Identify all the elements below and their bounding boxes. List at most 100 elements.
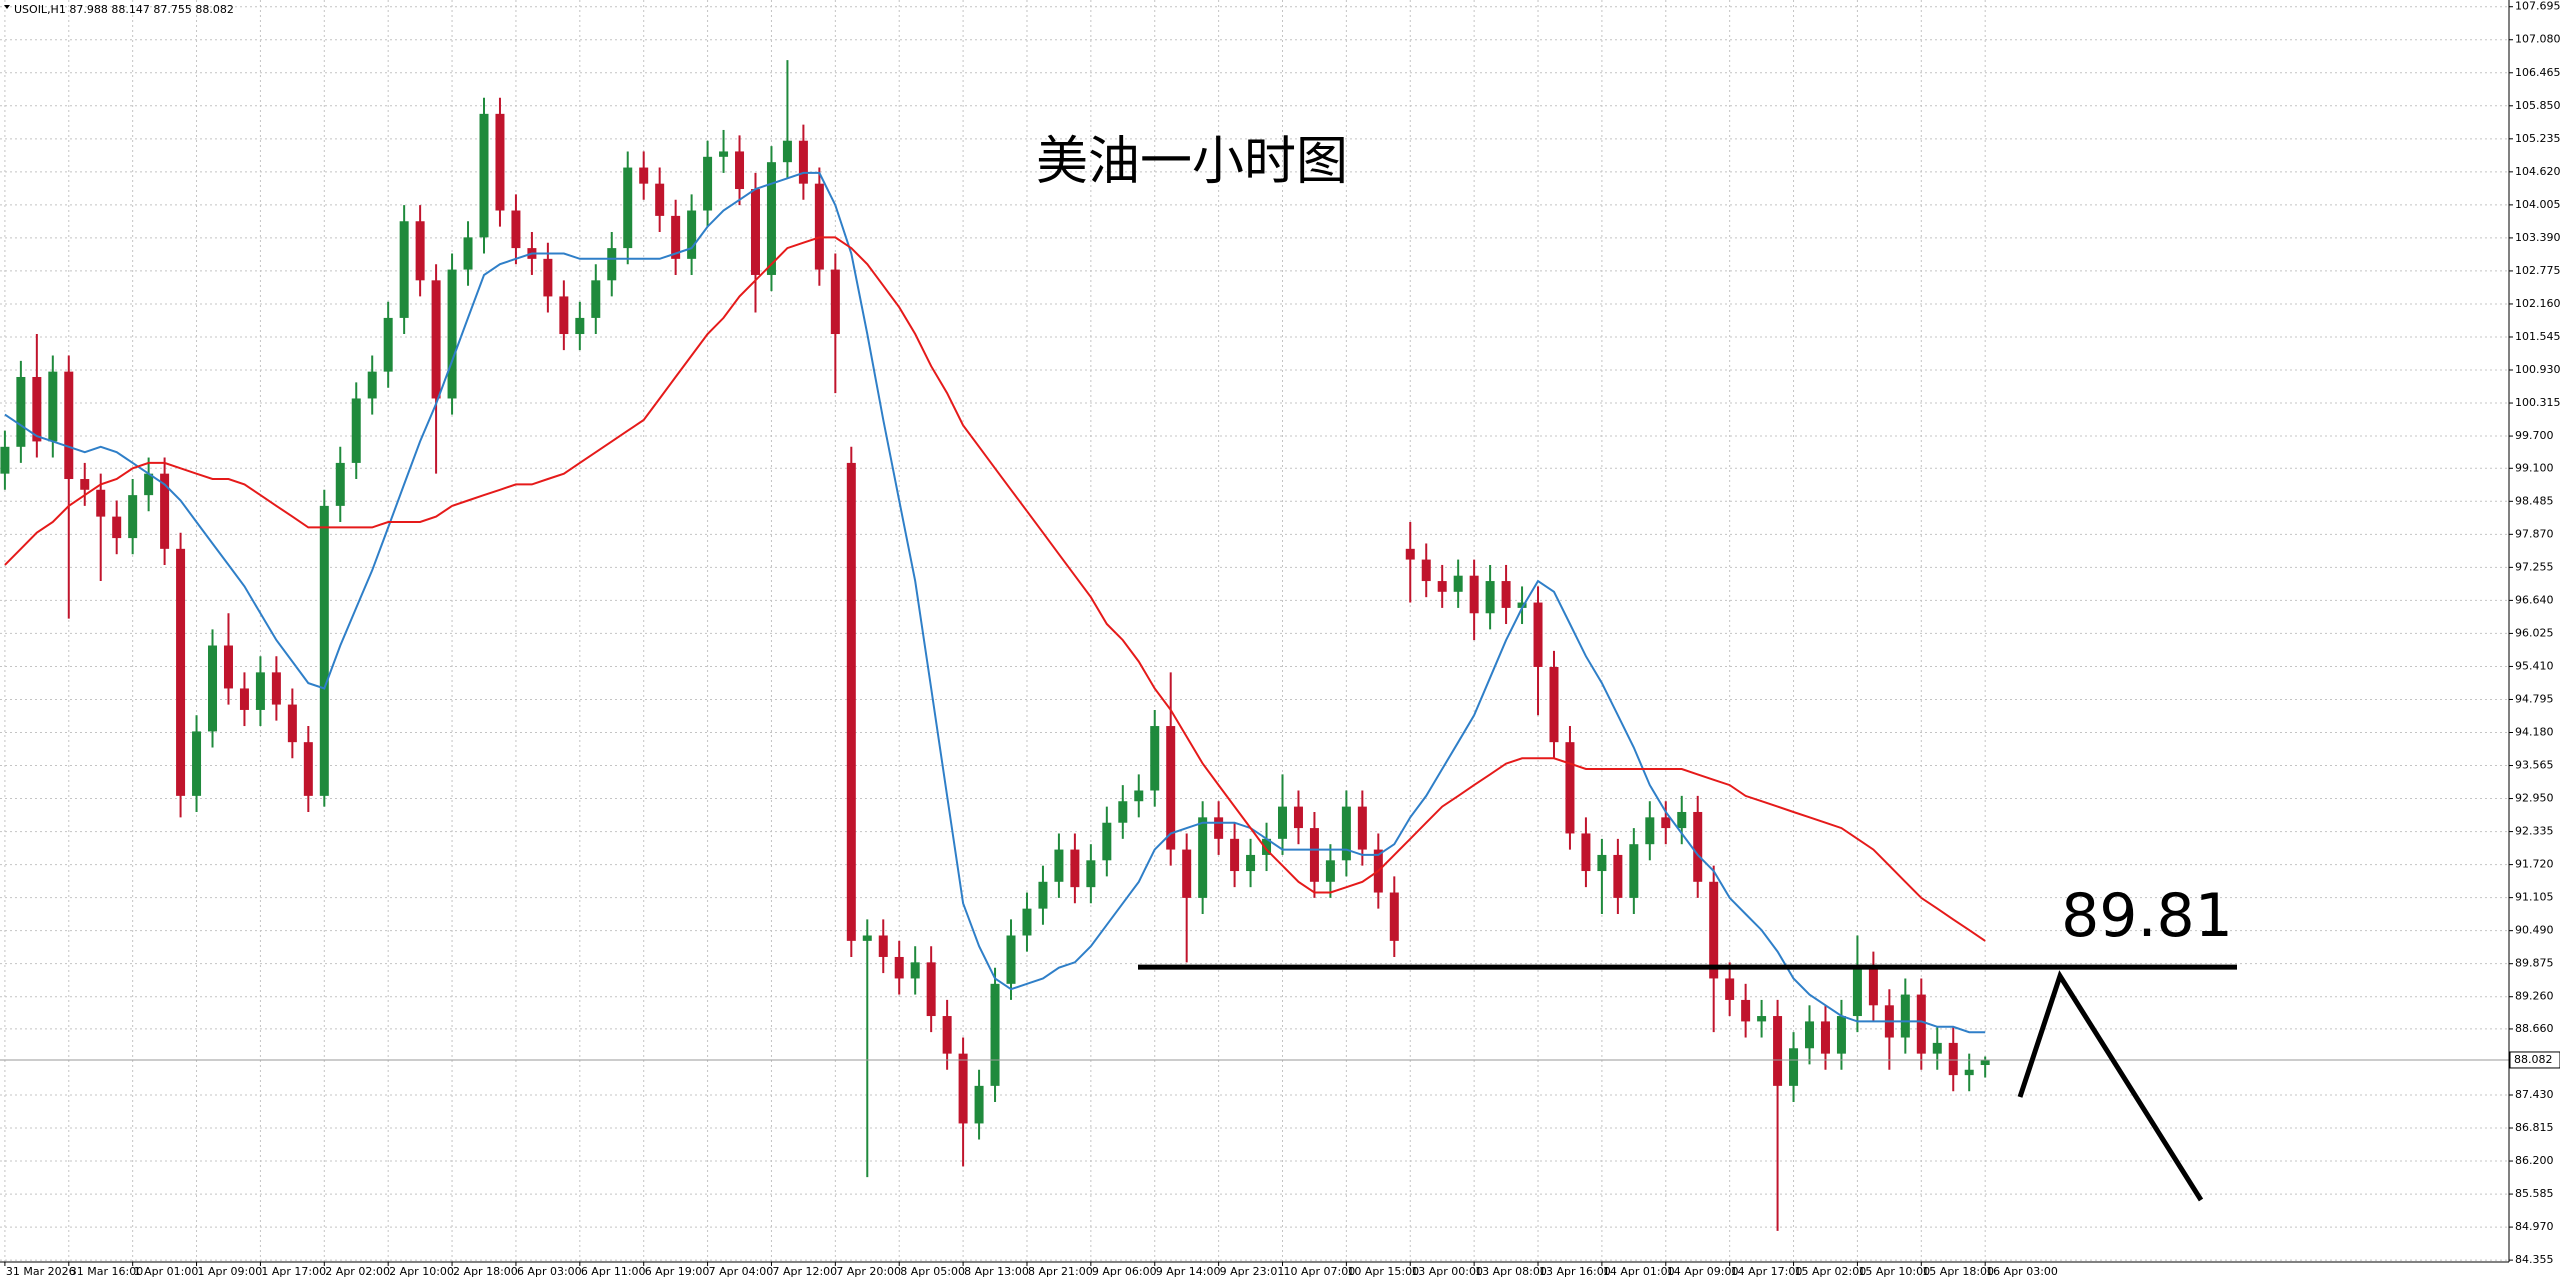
y-tick-label: 94.795: [2515, 692, 2554, 705]
y-tick-label: 103.390: [2515, 231, 2560, 244]
header-icon: [4, 5, 10, 9]
candle-body: [1773, 1016, 1783, 1086]
y-tick-label: 91.105: [2515, 891, 2554, 904]
candle-body: [1230, 838, 1240, 872]
candle-body: [1341, 806, 1351, 861]
x-tick-label: 13 Apr 16:00: [1539, 1265, 1611, 1278]
y-tick-label: 86.815: [2515, 1121, 2554, 1134]
header: USOIL,H1 87.988 88.147 87.755 88.082: [14, 3, 234, 16]
x-tick-label: 1 Apr 09:00: [198, 1265, 263, 1278]
candle-body: [958, 1053, 968, 1124]
candle-body: [1852, 967, 1862, 1017]
candle-body: [415, 221, 425, 281]
candle-body: [1485, 581, 1495, 614]
candle-body: [1932, 1042, 1942, 1054]
x-tick-label: 6 Apr 19:00: [645, 1265, 710, 1278]
x-tick-label: 15 Apr 10:00: [1858, 1265, 1930, 1278]
moving-average: [4, 236, 1986, 942]
y-tick-label: 86.200: [2515, 1154, 2554, 1167]
y-tick-label: 90.490: [2515, 924, 2554, 937]
y-tick-label: 105.235: [2515, 132, 2560, 145]
candle-body: [1661, 817, 1671, 829]
candle-body: [1405, 548, 1415, 560]
candle-body: [1453, 575, 1463, 592]
y-tick-label: 92.335: [2515, 825, 2554, 838]
candle-body: [1182, 849, 1192, 898]
y-tick-label: 102.775: [2515, 264, 2560, 277]
y-tick-label: 91.720: [2515, 858, 2554, 871]
y-tick-label: 85.585: [2515, 1187, 2554, 1200]
candle-body: [1517, 602, 1527, 608]
y-tick-label: 89.260: [2515, 990, 2554, 1003]
candle-body: [335, 462, 345, 506]
y-tick-label: 100.930: [2515, 363, 2560, 376]
x-tick-label: 1 Apr 17:00: [261, 1265, 326, 1278]
candle-body: [1278, 806, 1287, 839]
candle-body: [239, 688, 249, 710]
current-price-label: 88.082: [2514, 1053, 2553, 1066]
candle-body: [735, 151, 745, 190]
x-tick-label: 31 Mar 2026: [6, 1265, 76, 1278]
candle-body: [1437, 581, 1447, 592]
candle-body: [750, 189, 760, 275]
candle-body: [399, 221, 409, 318]
candle-body: [1677, 811, 1687, 829]
candle-body: [1900, 994, 1910, 1038]
candle-body: [1709, 881, 1719, 979]
y-tick-label: 84.355: [2515, 1253, 2554, 1266]
candle-body: [1102, 822, 1112, 861]
candle-body: [814, 183, 824, 270]
x-tick-label: 9 Apr 06:00: [1092, 1265, 1157, 1278]
candle-body: [1597, 854, 1607, 872]
x-tick-label: 6 Apr 11:00: [581, 1265, 646, 1278]
x-tick-label: 15 Apr 02:00: [1795, 1265, 1867, 1278]
candle-body: [1421, 559, 1431, 582]
y-tick-label: 95.410: [2515, 659, 2554, 672]
header-open: 87.988: [69, 3, 108, 16]
candle-body: [144, 473, 154, 496]
y-tick-label: 87.430: [2515, 1088, 2554, 1101]
x-tick-label: 13 Apr 08:00: [1475, 1265, 1547, 1278]
x-tick-label: 10 Apr 15:00: [1347, 1265, 1419, 1278]
candle-body: [463, 237, 473, 270]
y-tick-label: 88.660: [2515, 1022, 2554, 1035]
candle-body: [1070, 849, 1080, 888]
candle-body: [1262, 838, 1272, 855]
candle-body: [687, 210, 697, 259]
candle-body: [671, 215, 681, 259]
candle-body: [1645, 817, 1655, 845]
candle-body: [1980, 1059, 1990, 1066]
candle-body: [1198, 817, 1208, 898]
candle-body: [1789, 1048, 1799, 1086]
candle-body: [1725, 978, 1735, 1000]
symbol: USOIL,H1: [14, 3, 66, 16]
candle-body: [766, 162, 776, 275]
candle-body: [431, 280, 441, 399]
candle-body: [1150, 726, 1160, 791]
y-tick-label: 102.160: [2515, 297, 2560, 310]
y-tick-label: 106.465: [2515, 66, 2560, 79]
candle-body: [0, 446, 10, 474]
candle-body: [830, 269, 840, 335]
candle-body: [479, 113, 489, 238]
candle-body: [192, 731, 202, 796]
candle-body: [303, 742, 313, 796]
candle-body: [1309, 828, 1319, 882]
candle-body: [1325, 860, 1335, 882]
y-tick-label: 104.005: [2515, 198, 2560, 211]
candle-body: [1916, 994, 1926, 1054]
candle-body: [367, 371, 377, 399]
candle-body: [176, 548, 186, 796]
y-tick-label: 97.255: [2515, 560, 2554, 573]
x-tick-label: 13 Apr 00:00: [1411, 1265, 1483, 1278]
candle-body: [64, 371, 74, 480]
candle-body: [942, 1016, 952, 1054]
x-tick-label: 14 Apr 17:00: [1731, 1265, 1803, 1278]
candle-body: [223, 645, 233, 689]
candle-body: [1054, 849, 1064, 882]
candle-body: [1868, 967, 1878, 1006]
projection-arrow: [2017, 970, 2204, 1202]
y-tick-label: 97.870: [2515, 527, 2554, 540]
